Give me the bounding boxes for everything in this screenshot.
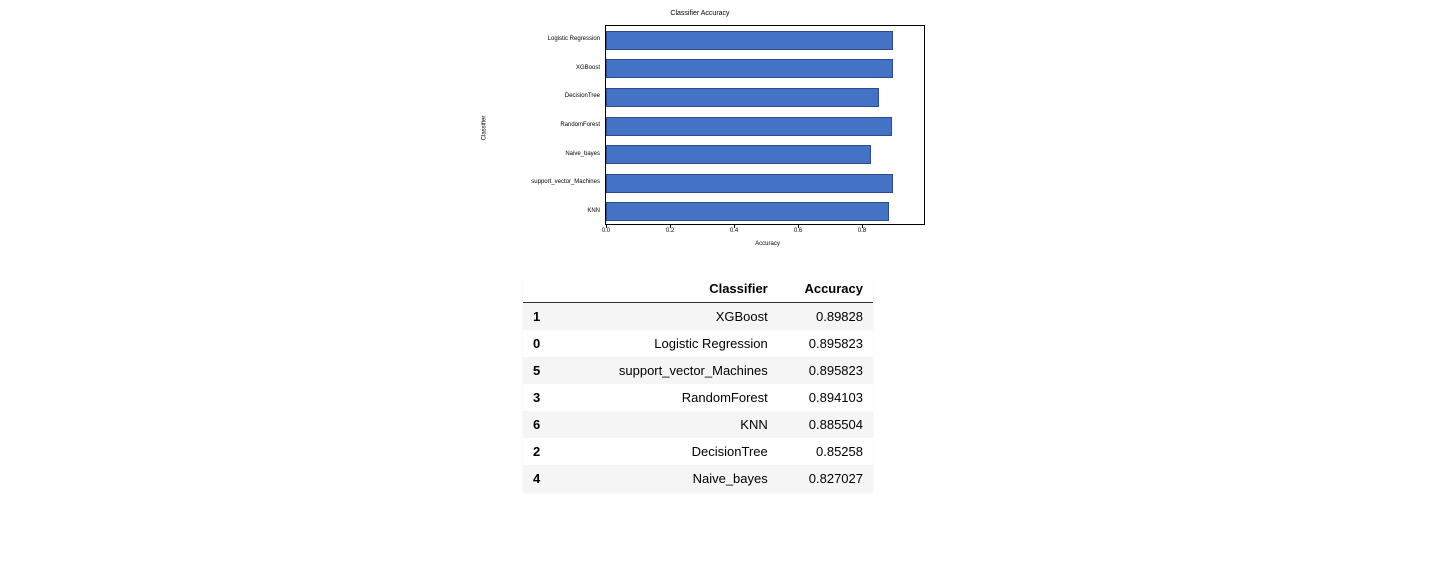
chart-y-tick-label: XGBoost bbox=[475, 65, 600, 71]
table-cell-index: 6 bbox=[523, 411, 573, 438]
table-cell-classifier: Logistic Regression bbox=[573, 330, 778, 357]
table-cell-accuracy: 0.894103 bbox=[778, 384, 873, 411]
table-cell-classifier: DecisionTree bbox=[573, 438, 778, 465]
table-row: 5support_vector_Machines0.895823 bbox=[523, 357, 873, 384]
table-cell-classifier: KNN bbox=[573, 411, 778, 438]
table-cell-index: 2 bbox=[523, 438, 573, 465]
chart-x-tick-label: 0.8 bbox=[858, 228, 866, 234]
chart-y-tick-label: KNN bbox=[475, 208, 600, 214]
table-cell-index: 4 bbox=[523, 465, 573, 492]
table-cell-accuracy: 0.827027 bbox=[778, 465, 873, 492]
table-cell-index: 1 bbox=[523, 303, 573, 331]
table-cell-classifier: RandomForest bbox=[573, 384, 778, 411]
table-cell-index: 0 bbox=[523, 330, 573, 357]
table-cell-classifier: XGBoost bbox=[573, 303, 778, 331]
chart-bar bbox=[606, 117, 892, 136]
chart-y-tick-label: RandomForest bbox=[475, 122, 600, 128]
table-cell-accuracy: 0.895823 bbox=[778, 330, 873, 357]
table-cell-classifier: support_vector_Machines bbox=[573, 357, 778, 384]
table-row: 0Logistic Regression0.895823 bbox=[523, 330, 873, 357]
chart-plot-area: 0.00.20.40.60.8 bbox=[605, 25, 925, 225]
chart-y-tick-label: DecisionTree bbox=[475, 93, 600, 99]
table-cell-accuracy: 0.885504 bbox=[778, 411, 873, 438]
chart-y-tick-label: Naive_bayes bbox=[475, 151, 600, 157]
chart-x-tick-label: 0.4 bbox=[730, 228, 738, 234]
table-row: 3RandomForest0.894103 bbox=[523, 384, 873, 411]
table-row: 6KNN0.885504 bbox=[523, 411, 873, 438]
chart-bar bbox=[606, 145, 871, 164]
chart-x-axis-label: Accuracy bbox=[605, 241, 930, 247]
table-row: 2DecisionTree0.85258 bbox=[523, 438, 873, 465]
chart-bar bbox=[606, 174, 893, 193]
accuracy-table: Classifier Accuracy 1XGBoost0.898280Logi… bbox=[523, 275, 873, 492]
page-root: Classifier Accuracy Classifier 0.00.20.4… bbox=[0, 0, 1454, 576]
table-cell-index: 5 bbox=[523, 357, 573, 384]
table-header-index bbox=[523, 275, 573, 303]
chart-x-tick-label: 0.6 bbox=[794, 228, 802, 234]
table-cell-accuracy: 0.85258 bbox=[778, 438, 873, 465]
table-header-row: Classifier Accuracy bbox=[523, 275, 873, 303]
chart-title: Classifier Accuracy bbox=[470, 10, 930, 17]
table-row: 1XGBoost0.89828 bbox=[523, 303, 873, 331]
table-header-accuracy: Accuracy bbox=[778, 275, 873, 303]
table-cell-accuracy: 0.895823 bbox=[778, 357, 873, 384]
chart-x-tick-label: 0.2 bbox=[666, 228, 674, 234]
classifier-accuracy-chart: Classifier Accuracy Classifier 0.00.20.4… bbox=[470, 10, 930, 245]
chart-y-tick-label: Logistic Regression bbox=[475, 36, 600, 42]
chart-y-tick-label: support_vector_Machines bbox=[475, 179, 600, 185]
table-cell-index: 3 bbox=[523, 384, 573, 411]
chart-bar bbox=[606, 88, 879, 107]
chart-bar bbox=[606, 59, 893, 78]
chart-bar bbox=[606, 202, 889, 221]
table-cell-classifier: Naive_bayes bbox=[573, 465, 778, 492]
table-row: 4Naive_bayes0.827027 bbox=[523, 465, 873, 492]
table-header-classifier: Classifier bbox=[573, 275, 778, 303]
dataframe-table: Classifier Accuracy 1XGBoost0.898280Logi… bbox=[523, 275, 873, 492]
chart-x-tick-label: 0.0 bbox=[602, 228, 610, 234]
table-cell-accuracy: 0.89828 bbox=[778, 303, 873, 331]
chart-bar bbox=[606, 31, 893, 50]
